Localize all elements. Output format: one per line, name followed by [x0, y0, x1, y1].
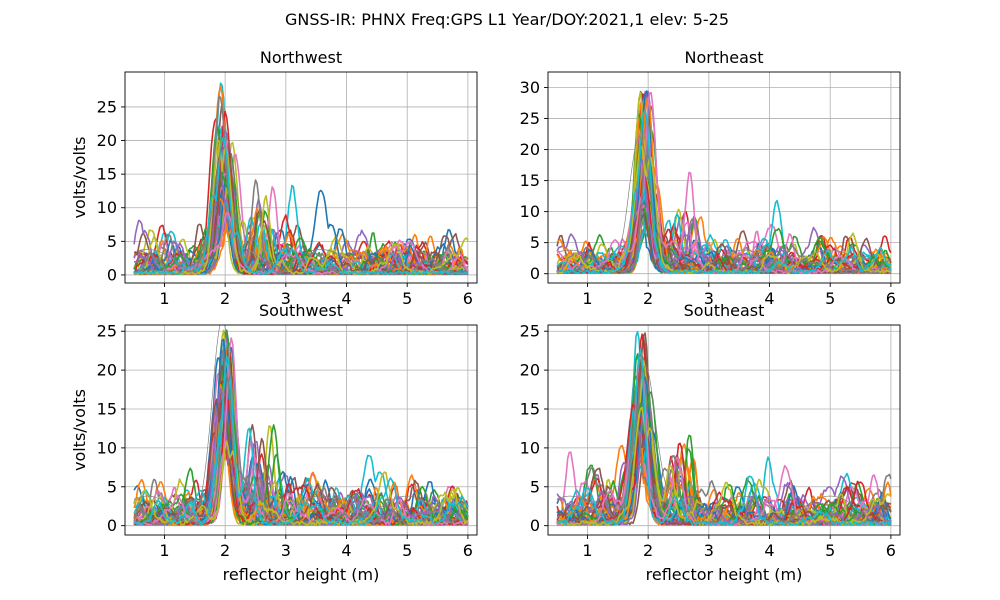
y-tick-label: 5: [530, 233, 540, 252]
axes-frame: [547, 71, 901, 284]
x-tick-label: 5: [825, 289, 835, 308]
x-tick-label: 6: [463, 289, 473, 308]
y-tick-label: 0: [530, 516, 540, 535]
y-tick-label: 25: [520, 322, 540, 341]
y-axis-label: volts/volts: [70, 136, 89, 218]
y-tick-label: 5: [107, 232, 117, 251]
y-tick-label: 15: [520, 171, 540, 190]
series-line: [556, 145, 891, 274]
subplot-southeast: 1 2 3 4 5 6 0 5 10 15 20 25 Southeast reflector heigh…: [520, 301, 901, 584]
y-tick-label: 10: [97, 438, 117, 457]
y-tick-label: 25: [97, 322, 117, 341]
x-tick-label: 4: [764, 289, 774, 308]
subplot-northwest: 1 2 3 4 5 6 0 5 10 15 20 25 Northwest volts/volts: [70, 48, 478, 308]
x-tick-label: 3: [704, 289, 714, 308]
x-tick-label: 3: [281, 541, 291, 560]
subplot-title: Southeast: [684, 301, 765, 320]
x-axis-label: reflector height (m): [223, 565, 380, 584]
subplot-northeast: 1 2 3 4 5 6 0 5 10 15 20 25 30 Northeast: [520, 48, 901, 308]
x-tick-label: 1: [159, 541, 169, 560]
series-group: [133, 82, 469, 275]
y-tick-label: 25: [520, 109, 540, 128]
x-tick-label: 2: [643, 541, 653, 560]
axes-frame: [124, 71, 478, 284]
series-line: [556, 110, 892, 274]
series-line: [556, 348, 892, 526]
x-tick-label: 6: [463, 541, 473, 560]
x-tick-label: 3: [281, 289, 291, 308]
x-tick-label: 4: [341, 541, 351, 560]
x-tick-label: 1: [582, 289, 592, 308]
x-tick-label: 2: [643, 289, 653, 308]
x-tick-label: 1: [159, 289, 169, 308]
figure-title: GNSS-IR: PHNX Freq:GPS L1 Year/DOY:2021,…: [285, 10, 729, 29]
y-tick-label: 15: [97, 400, 117, 419]
series-line: [133, 211, 469, 275]
series-group: [556, 331, 892, 526]
y-tick-label: 0: [530, 264, 540, 283]
x-tick-label: 6: [886, 541, 896, 560]
reference-line: [556, 365, 892, 524]
y-tick-label: 15: [520, 400, 540, 419]
axes-frame: [547, 324, 901, 536]
reference-line: [133, 325, 469, 524]
x-tick-label: 1: [582, 541, 592, 560]
y-tick-label: 10: [520, 438, 540, 457]
x-tick-label: 2: [220, 289, 230, 308]
y-tick-label: 15: [97, 165, 117, 184]
y-tick-label: 20: [97, 361, 117, 380]
subplot-title: Southwest: [259, 301, 343, 320]
y-tick-label: 10: [97, 198, 117, 217]
series-group: [556, 90, 892, 274]
x-tick-label: 6: [886, 289, 896, 308]
x-tick-label: 5: [825, 541, 835, 560]
series-line: [133, 440, 469, 526]
subplot-title: Northeast: [684, 48, 763, 67]
x-axis-label: reflector height (m): [646, 565, 803, 584]
reference-line: [133, 135, 469, 274]
series-group: [133, 325, 469, 526]
series-line: [133, 136, 469, 275]
y-tick-label: 30: [520, 78, 540, 97]
y-tick-label: 25: [97, 97, 117, 116]
y-tick-label: 20: [520, 361, 540, 380]
y-tick-label: 0: [107, 516, 117, 535]
subplot-title: Northwest: [260, 48, 342, 67]
reference-line: [556, 136, 892, 272]
subplot-southwest: 1 2 3 4 5 6 0 5 10 15 20 25 Southwest reflector heigh…: [70, 301, 478, 584]
axes-frame: [124, 324, 478, 536]
y-tick-label: 0: [107, 265, 117, 284]
y-tick-label: 20: [520, 140, 540, 159]
y-tick-label: 20: [97, 131, 117, 150]
y-tick-label: 5: [530, 477, 540, 496]
y-tick-label: 10: [520, 202, 540, 221]
x-tick-label: 4: [764, 541, 774, 560]
series-line: [133, 356, 469, 526]
x-tick-label: 3: [704, 541, 714, 560]
x-tick-label: 5: [402, 541, 412, 560]
y-axis-label: volts/volts: [70, 389, 89, 471]
y-tick-label: 5: [107, 477, 117, 496]
x-tick-label: 5: [402, 289, 412, 308]
x-tick-label: 2: [220, 541, 230, 560]
x-tick-label: 4: [341, 289, 351, 308]
